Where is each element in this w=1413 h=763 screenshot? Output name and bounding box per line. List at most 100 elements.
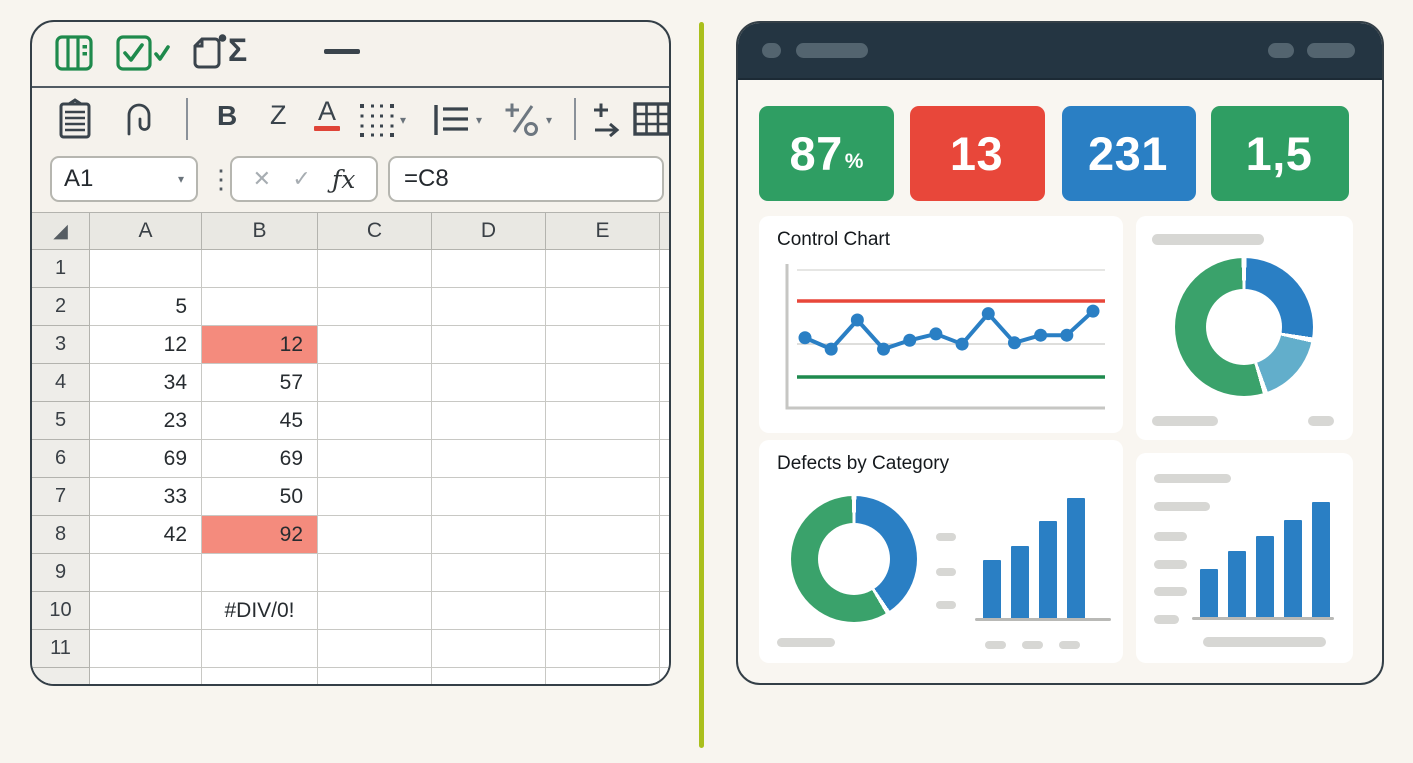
row-header-partial[interactable] (32, 668, 90, 684)
cell-C6[interactable] (318, 440, 432, 478)
row-header-5[interactable]: 5 (32, 402, 90, 440)
cell-E4[interactable] (546, 364, 660, 402)
cell-F[interactable] (660, 668, 669, 684)
cancel-icon[interactable]: ✕ (252, 166, 272, 191)
cell-A11[interactable] (90, 630, 202, 668)
cell-E9[interactable] (546, 554, 660, 592)
confirm-icon[interactable]: ✓ (292, 166, 311, 191)
cell-B[interactable] (202, 668, 318, 684)
align-button[interactable]: ▾ (432, 102, 482, 138)
name-box[interactable]: A1 ▾ (50, 156, 198, 202)
columns-view-icon[interactable] (55, 35, 93, 71)
minimize-icon[interactable] (324, 49, 360, 54)
cell-C3[interactable] (318, 326, 432, 364)
insert-cells-button[interactable] (590, 101, 622, 139)
table-grid-icon[interactable] (632, 101, 669, 137)
cell-B6[interactable]: 69 (202, 440, 318, 478)
cell-C5[interactable] (318, 402, 432, 440)
cell-F5[interactable] (660, 402, 669, 440)
cell-F2[interactable] (660, 288, 669, 326)
cell-F8[interactable] (660, 516, 669, 554)
cell-A10[interactable] (90, 592, 202, 630)
cell-D1[interactable] (432, 250, 546, 288)
cell-D3[interactable] (432, 326, 546, 364)
cell-C1[interactable] (318, 250, 432, 288)
cell-F3[interactable] (660, 326, 669, 364)
row-header-4[interactable]: 4 (32, 364, 90, 402)
select-all-corner[interactable]: ◢ (32, 213, 90, 250)
cell-A7[interactable]: 33 (90, 478, 202, 516)
row-header-7[interactable]: 7 (32, 478, 90, 516)
cell-F7[interactable] (660, 478, 669, 516)
cell-E[interactable] (546, 668, 660, 684)
checklist-icon[interactable] (116, 35, 170, 71)
cell-E3[interactable] (546, 326, 660, 364)
cell-D[interactable] (432, 668, 546, 684)
cell-B10[interactable]: #DIV/0! (202, 592, 318, 630)
cell-A3[interactable]: 12 (90, 326, 202, 364)
cell-B11[interactable] (202, 630, 318, 668)
cell-E8[interactable] (546, 516, 660, 554)
cell-F6[interactable] (660, 440, 669, 478)
col-header-E[interactable]: E (546, 213, 660, 250)
cell-A8[interactable]: 42 (90, 516, 202, 554)
cell-A5[interactable]: 23 (90, 402, 202, 440)
cell-A1[interactable] (90, 250, 202, 288)
cell-A2[interactable]: 5 (90, 288, 202, 326)
row-header-11[interactable]: 11 (32, 630, 90, 668)
formula-input[interactable]: =C8 (388, 156, 664, 202)
cell-C9[interactable] (318, 554, 432, 592)
cell-C11[interactable] (318, 630, 432, 668)
cell-E10[interactable] (546, 592, 660, 630)
cell-C2[interactable] (318, 288, 432, 326)
cell-B1[interactable] (202, 250, 318, 288)
cell-F10[interactable] (660, 592, 669, 630)
cell-D4[interactable] (432, 364, 546, 402)
italic-button[interactable]: Z (270, 100, 287, 130)
cell-E5[interactable] (546, 402, 660, 440)
row-header-6[interactable]: 6 (32, 440, 90, 478)
clipboard-icon[interactable] (58, 98, 92, 140)
sum-icon[interactable]: Σ (228, 32, 248, 68)
cell-D11[interactable] (432, 630, 546, 668)
cell-B9[interactable] (202, 554, 318, 592)
cell-D7[interactable] (432, 478, 546, 516)
cell-C10[interactable] (318, 592, 432, 630)
sheet-grid[interactable]: ◢ A B C D E 1 2 5 3 12 12 4 34 57 5 23 45 6 69 69 7 33 50 8 42 92 9… (32, 212, 669, 684)
cell-F4[interactable] (660, 364, 669, 402)
cell-D2[interactable] (432, 288, 546, 326)
cell-F1[interactable] (660, 250, 669, 288)
insert-function-icon[interactable]: ƒx (332, 164, 356, 194)
cell-D10[interactable] (432, 592, 546, 630)
bold-button[interactable]: B (217, 100, 238, 131)
cell-B8[interactable]: 92 (202, 516, 318, 554)
cell-B5[interactable]: 45 (202, 402, 318, 440)
font-color-button[interactable]: A (314, 98, 340, 131)
cell-A9[interactable] (90, 554, 202, 592)
cell-E11[interactable] (546, 630, 660, 668)
cell-B4[interactable]: 57 (202, 364, 318, 402)
cell-A4[interactable]: 34 (90, 364, 202, 402)
row-header-9[interactable]: 9 (32, 554, 90, 592)
cell-D5[interactable] (432, 402, 546, 440)
cell-F9[interactable] (660, 554, 669, 592)
row-header-10[interactable]: 10 (32, 592, 90, 630)
cell-E1[interactable] (546, 250, 660, 288)
cell-E2[interactable] (546, 288, 660, 326)
number-format-button[interactable]: ▾ (502, 100, 552, 140)
cell-B7[interactable]: 50 (202, 478, 318, 516)
cell-C4[interactable] (318, 364, 432, 402)
col-header-D[interactable]: D (432, 213, 546, 250)
cell-A6[interactable]: 69 (90, 440, 202, 478)
format-painter-icon[interactable] (124, 100, 154, 138)
cell-C8[interactable] (318, 516, 432, 554)
row-header-1[interactable]: 1 (32, 250, 90, 288)
cell-E7[interactable] (546, 478, 660, 516)
col-header-A[interactable]: A (90, 213, 202, 250)
row-header-3[interactable]: 3 (32, 326, 90, 364)
kebab-menu-icon[interactable]: ⋮ (208, 164, 234, 194)
cell-C[interactable] (318, 668, 432, 684)
cell-F11[interactable] (660, 630, 669, 668)
row-header-8[interactable]: 8 (32, 516, 90, 554)
col-header-C[interactable]: C (318, 213, 432, 250)
